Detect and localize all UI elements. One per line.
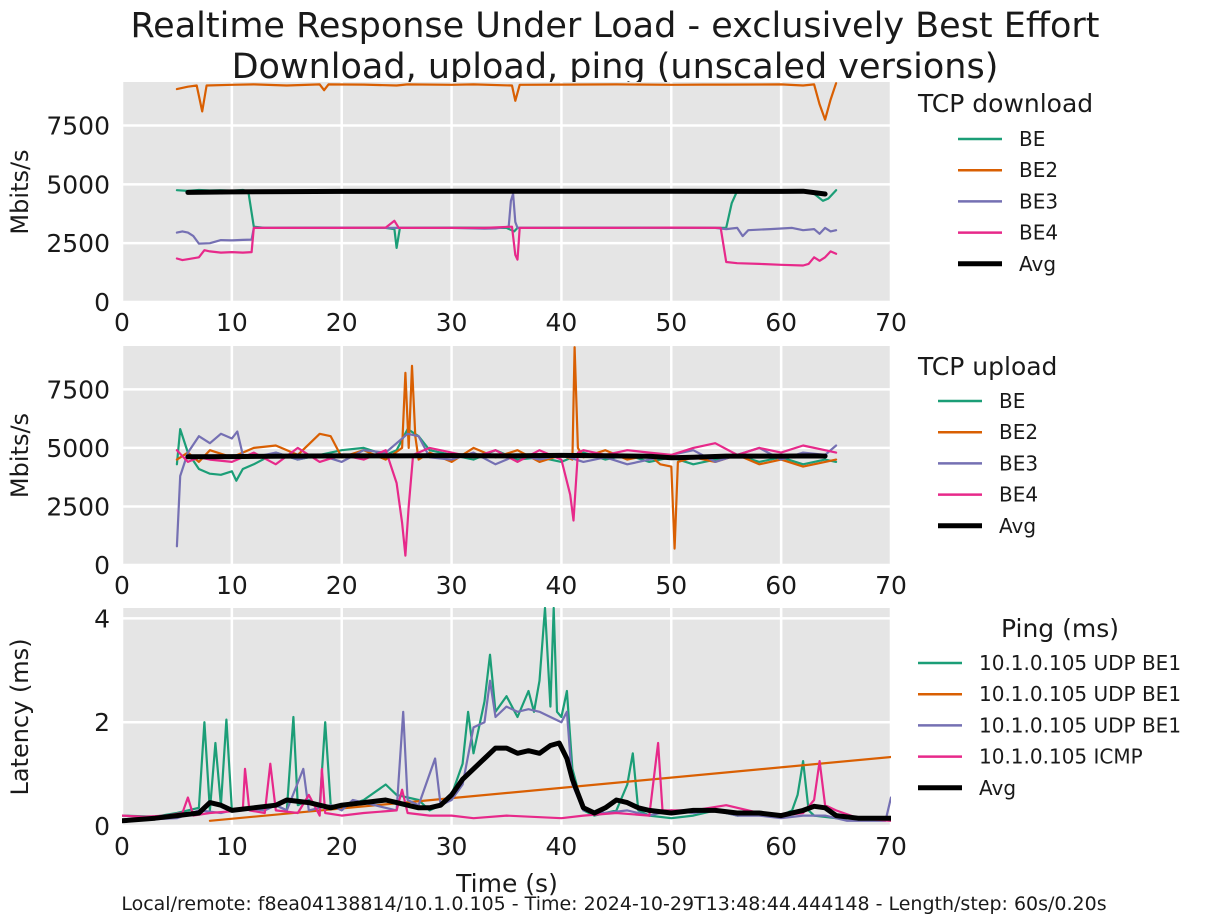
series-line-4 [175, 219, 838, 267]
series-line-avg [185, 188, 828, 197]
legend-label: 10.1.0.105 UDP BE1 [979, 713, 1181, 737]
x-tick-label: 30 [436, 832, 468, 861]
panel-ping: 0 10 20 30 40 50 60 70 0 2 4 Latency (ms) Time (s) Pi… [6, 604, 1181, 898]
x-tick-label: 40 [546, 832, 578, 861]
x-tick-label: 0 [114, 832, 130, 861]
y-tick-label: 5000 [46, 170, 110, 199]
legend-ping: Ping (ms) 10.1.0.105 UDP BE1 10.1.0.105 UD… [918, 614, 1181, 800]
y-tick-label: 7500 [46, 112, 110, 141]
x-tick-label: 50 [655, 832, 687, 861]
x-tick-label: 60 [765, 308, 797, 337]
x-tick-label: 10 [216, 308, 248, 337]
legend-label: BE3 [1019, 189, 1058, 213]
legend-title: Ping (ms) [1001, 614, 1119, 643]
series-group [175, 346, 838, 557]
series-line-2 [175, 82, 838, 121]
x-tick-label: 70 [875, 832, 907, 861]
legend-label: BE [999, 389, 1025, 413]
x-tick-label: 40 [546, 571, 578, 600]
series-line-2 [208, 755, 891, 822]
x-tick-label: 70 [875, 571, 907, 600]
legend-label: BE [1019, 127, 1045, 151]
x-tick-label: 0 [114, 308, 130, 337]
x-tick-label: 50 [655, 571, 687, 600]
x-tick-label: 70 [875, 308, 907, 337]
series-line-avg [185, 452, 828, 461]
series-line-3 [175, 430, 838, 548]
legend-label: Avg [1019, 252, 1056, 276]
legend-label: Avg [979, 776, 1016, 800]
series-line-3 [175, 192, 838, 245]
legend-upload: TCP upload BE BE2 BE3 BE4 Avg [917, 352, 1057, 538]
legend-label: 10.1.0.105 UDP BE1 [979, 651, 1181, 675]
x-tick-label: 30 [436, 308, 468, 337]
series-group [122, 607, 891, 824]
x-axis-label: Time (s) [455, 869, 558, 898]
x-tick-label: 40 [546, 308, 578, 337]
panel-upload: 0 10 20 30 40 50 60 70 0 2500 5000 7500 Mbits/s TCP u… [6, 346, 1057, 600]
x-tick-label: 60 [765, 571, 797, 600]
series-group [175, 82, 838, 267]
x-tick-label: 60 [765, 832, 797, 861]
y-tick-label: 5000 [46, 434, 110, 463]
x-tick-label: 10 [216, 832, 248, 861]
x-tick-label: 20 [326, 571, 358, 600]
x-tick-label: 50 [655, 308, 687, 337]
panel-download: 0 10 20 30 40 50 60 70 0 2500 5000 7500 Mbits/s TCP d… [6, 82, 1093, 337]
y-axis-label: Latency (ms) [6, 638, 34, 795]
x-tick-label: 0 [114, 571, 130, 600]
y-tick-label: 7500 [46, 375, 110, 404]
legend-label: BE4 [1019, 221, 1058, 245]
y-axis-label: Mbits/s [6, 149, 34, 234]
footer-info: Local/remote: f8ea04138814/10.1.0.105 - … [121, 893, 1106, 915]
legend-title: TCP download [917, 89, 1093, 118]
y-tick-label: 2500 [46, 229, 110, 258]
y-tick-label: 2 [94, 708, 110, 737]
x-tick-label: 10 [216, 571, 248, 600]
y-tick-label: 4 [94, 604, 110, 633]
legend-label: Avg [999, 514, 1036, 538]
y-tick-label: 2500 [46, 492, 110, 521]
legend-label: BE3 [999, 451, 1038, 475]
y-tick-label: 0 [94, 812, 110, 841]
x-tick-label: 20 [326, 308, 358, 337]
legend-label: 10.1.0.105 UDP BE1 [979, 682, 1181, 706]
chart-title-line-2: Download, upload, ping (unscaled version… [232, 47, 999, 87]
legend-label: BE2 [999, 420, 1038, 444]
y-tick-label: 0 [94, 288, 110, 317]
legend-title: TCP upload [917, 352, 1057, 381]
series-line-avg [122, 740, 891, 824]
y-tick-label: 0 [94, 551, 110, 580]
legend-label: BE4 [999, 483, 1038, 507]
legend-download: TCP download BE BE2 BE3 BE4 Avg [917, 89, 1093, 276]
legend-label: BE2 [1019, 158, 1058, 182]
plot-background [122, 608, 891, 826]
x-tick-label: 30 [436, 571, 468, 600]
legend-label: 10.1.0.105 ICMP [979, 745, 1143, 769]
chart-title-line-1: Realtime Response Under Load - exclusive… [130, 6, 1099, 46]
y-axis-label: Mbits/s [6, 413, 34, 498]
x-tick-label: 20 [326, 832, 358, 861]
